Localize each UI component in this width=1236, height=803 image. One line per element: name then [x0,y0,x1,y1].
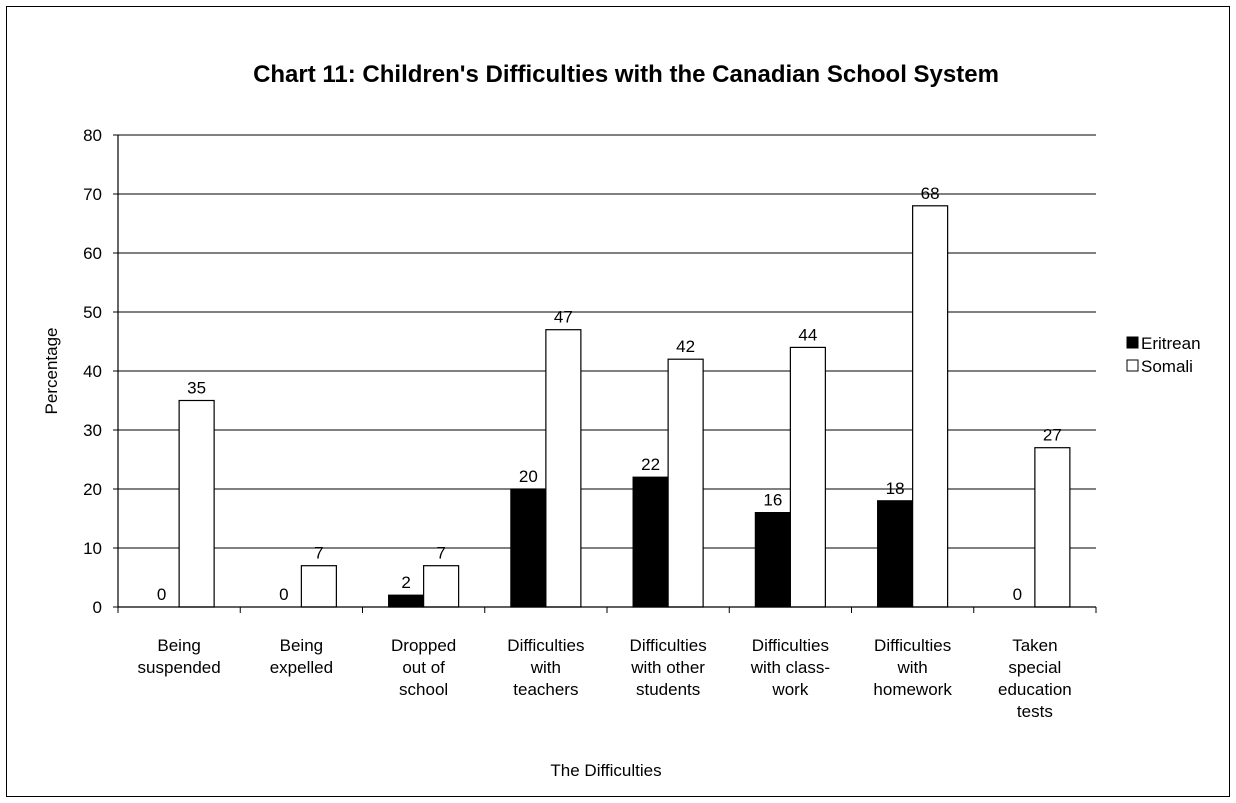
y-tick-label: 40 [83,362,102,381]
y-tick-label: 30 [83,421,102,440]
data-label: 47 [554,308,573,327]
category-labels: Being suspended Being expelled Dropped out of… [138,636,1072,721]
y-tick-label: 20 [83,480,102,499]
bar-eritrean [632,476,669,608]
y-tick-label: 50 [83,303,102,322]
data-label: 27 [1043,426,1062,445]
legend-swatch-somali [1126,359,1139,372]
data-label: 2 [401,573,410,592]
category-label: Difficulties with teachers [507,636,584,699]
bar-somali [300,565,337,608]
y-tick-labels: 0 10 20 30 40 50 60 70 80 [83,126,102,617]
bar-somali [545,329,582,608]
bar-somali [667,358,704,608]
category-label: Taken special education tests [998,636,1072,721]
axes [113,134,1097,613]
legend: Eritrean Somali [1126,334,1201,376]
bar-somali [789,346,826,608]
data-label: 0 [157,585,166,604]
bars [178,205,1071,608]
bar-somali [423,565,460,608]
legend-swatch-eritrean [1126,336,1139,349]
y-tick-label: 70 [83,185,102,204]
category-label: Difficulties with other students [630,636,707,699]
y-tick-label: 60 [83,244,102,263]
bar-somali [1034,447,1071,608]
legend-label-somali: Somali [1141,357,1193,376]
bar-eritrean [754,511,791,608]
data-label: 18 [886,479,905,498]
x-axis-title: The Difficulties [550,761,661,780]
chart-title: Chart 11: Children's Difficulties with t… [253,61,999,88]
y-tick-label: 10 [83,539,102,558]
gridlines [118,134,1096,549]
data-label: 0 [279,585,288,604]
category-label: Difficulties with homework [873,636,952,699]
category-label: Being expelled [270,636,333,677]
legend-label-eritrean: Eritrean [1141,334,1201,353]
data-label: 0 [1013,585,1022,604]
category-label: Dropped out of school [391,636,456,699]
bar-somali [912,205,949,608]
data-label: 7 [314,544,323,563]
data-label: 20 [519,467,538,486]
data-label: 68 [921,184,940,203]
data-label: 42 [676,337,695,356]
data-label: 44 [798,325,817,344]
y-axis-title: Percentage [42,328,61,415]
y-tick-label: 0 [93,598,102,617]
bar-eritrean [877,500,914,608]
data-label: 35 [187,379,206,398]
data-label: 16 [763,491,782,510]
category-label: Difficulties with class-work [750,636,830,699]
bar-eritrean [388,594,425,608]
bar-somali [178,399,215,608]
bar-eritrean [510,488,547,608]
data-label: 22 [641,455,660,474]
category-label: Being suspended [138,636,221,677]
y-tick-label: 80 [83,126,102,145]
data-label: 7 [436,544,445,563]
